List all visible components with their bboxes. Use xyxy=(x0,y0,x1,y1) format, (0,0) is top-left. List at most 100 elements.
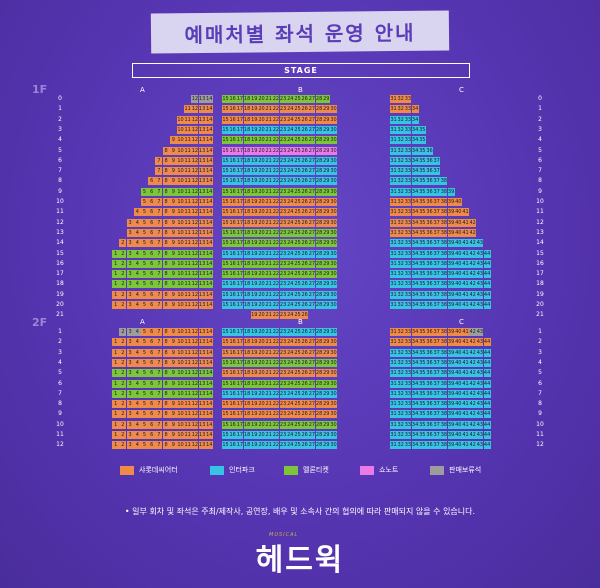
seat[interactable]: 28 xyxy=(315,198,323,206)
seat[interactable]: 27 xyxy=(308,270,316,279)
seat[interactable]: 27 xyxy=(308,369,316,378)
seat[interactable]: 36 xyxy=(426,228,433,237)
seat[interactable]: 11 xyxy=(184,338,192,347)
seat[interactable]: 19 xyxy=(250,177,258,186)
seat[interactable]: 40 xyxy=(454,259,462,268)
seat[interactable]: 15 xyxy=(222,198,229,206)
seat[interactable]: 13 xyxy=(198,187,206,196)
seat[interactable]: 26 xyxy=(301,301,309,309)
seat[interactable]: 4 xyxy=(133,328,141,336)
seat[interactable]: 35 xyxy=(418,156,426,165)
seat[interactable]: 4 xyxy=(133,259,141,268)
seat[interactable]: 18 xyxy=(243,369,251,378)
seat[interactable]: 7 xyxy=(155,198,163,206)
seat[interactable]: 24 xyxy=(286,95,294,103)
seat[interactable]: 44 xyxy=(483,270,491,279)
seat[interactable]: 25 xyxy=(294,270,301,279)
seat[interactable]: 20 xyxy=(258,95,265,103)
seat[interactable]: 8 xyxy=(162,187,170,196)
seat[interactable]: 31 xyxy=(390,431,397,439)
seat[interactable]: 16 xyxy=(229,338,237,347)
seat[interactable]: 13 xyxy=(198,389,206,398)
seat[interactable]: 16 xyxy=(229,95,237,103)
seat[interactable]: 9 xyxy=(169,441,177,450)
seat[interactable]: 1 xyxy=(112,301,120,309)
seat[interactable]: 14 xyxy=(205,270,213,279)
seat[interactable]: 33 xyxy=(404,208,412,217)
seat[interactable]: 36 xyxy=(426,431,433,439)
seat[interactable]: 33 xyxy=(404,146,412,155)
seat[interactable]: 34 xyxy=(411,125,419,134)
seat[interactable]: 39 xyxy=(447,420,455,429)
seat[interactable]: 15 xyxy=(222,338,229,347)
seat[interactable]: 35 xyxy=(418,441,426,450)
seat[interactable]: 19 xyxy=(250,369,258,378)
seat[interactable]: 13 xyxy=(198,431,206,439)
seat[interactable]: 11 xyxy=(184,270,192,279)
seat[interactable]: 18 xyxy=(243,358,251,367)
seat[interactable]: 25 xyxy=(294,239,301,248)
seat[interactable]: 15 xyxy=(222,259,229,268)
seat[interactable]: 14 xyxy=(205,187,213,196)
seat[interactable]: 35 xyxy=(418,431,426,439)
seat[interactable]: 12 xyxy=(191,156,199,165)
seat[interactable]: 15 xyxy=(222,369,229,378)
seat[interactable]: 38 xyxy=(440,218,448,227)
seat[interactable]: 32 xyxy=(397,105,405,114)
seat[interactable]: 34 xyxy=(411,239,419,248)
seat[interactable]: 32 xyxy=(397,156,405,165)
seat[interactable]: 33 xyxy=(404,156,412,165)
seat[interactable]: 34 xyxy=(411,431,419,439)
seat[interactable]: 16 xyxy=(229,208,237,217)
seat[interactable]: 19 xyxy=(250,270,258,279)
seat[interactable]: 17 xyxy=(236,420,244,429)
seat[interactable]: 36 xyxy=(426,328,433,336)
seat[interactable]: 41 xyxy=(462,280,469,289)
seat[interactable]: 35 xyxy=(418,249,426,258)
seat[interactable]: 40 xyxy=(454,290,462,299)
seat[interactable]: 6 xyxy=(148,431,156,439)
seat[interactable]: 11 xyxy=(184,358,192,367)
seat[interactable]: 18 xyxy=(243,146,251,155)
seat[interactable]: 3 xyxy=(126,410,134,419)
seat[interactable]: 28 xyxy=(315,348,323,357)
seat[interactable]: 8 xyxy=(162,441,170,450)
seat[interactable]: 32 xyxy=(397,177,405,186)
seat[interactable]: 20 xyxy=(258,358,265,367)
seat[interactable]: 14 xyxy=(205,328,213,336)
seat[interactable]: 23 xyxy=(279,177,287,186)
seat[interactable]: 34 xyxy=(411,389,419,398)
seat[interactable]: 10 xyxy=(177,136,184,145)
seat[interactable]: 44 xyxy=(483,431,491,439)
seat[interactable]: 19 xyxy=(250,198,258,206)
seat[interactable]: 29 xyxy=(322,420,330,429)
seat[interactable]: 28 xyxy=(315,280,323,289)
seat[interactable]: 17 xyxy=(236,95,244,103)
seat[interactable]: 14 xyxy=(205,420,213,429)
seat[interactable]: 12 xyxy=(191,259,199,268)
seat[interactable]: 21 xyxy=(265,290,273,299)
seat[interactable]: 32 xyxy=(397,167,405,176)
seat[interactable]: 28 xyxy=(315,431,323,439)
seat[interactable]: 10 xyxy=(177,249,184,258)
seat[interactable]: 10 xyxy=(177,280,184,289)
seat[interactable]: 22 xyxy=(272,358,280,367)
seat[interactable]: 7 xyxy=(155,290,163,299)
seat[interactable]: 33 xyxy=(404,280,412,289)
seat[interactable]: 8 xyxy=(162,348,170,357)
seat[interactable]: 28 xyxy=(315,270,323,279)
seat[interactable]: 28 xyxy=(315,259,323,268)
seat[interactable]: 13 xyxy=(198,441,206,450)
seat[interactable]: 17 xyxy=(236,146,244,155)
seat[interactable]: 21 xyxy=(265,249,273,258)
seat[interactable]: 7 xyxy=(155,208,163,217)
seat[interactable]: 35 xyxy=(418,280,426,289)
seat[interactable]: 42 xyxy=(469,228,477,237)
seat[interactable]: 7 xyxy=(155,400,163,409)
seat[interactable]: 29 xyxy=(322,280,330,289)
seat[interactable]: 25 xyxy=(294,125,301,134)
seat[interactable]: 17 xyxy=(236,125,244,134)
seat[interactable]: 20 xyxy=(258,177,265,186)
seat[interactable]: 30 xyxy=(330,348,337,357)
seat[interactable]: 17 xyxy=(236,198,244,206)
